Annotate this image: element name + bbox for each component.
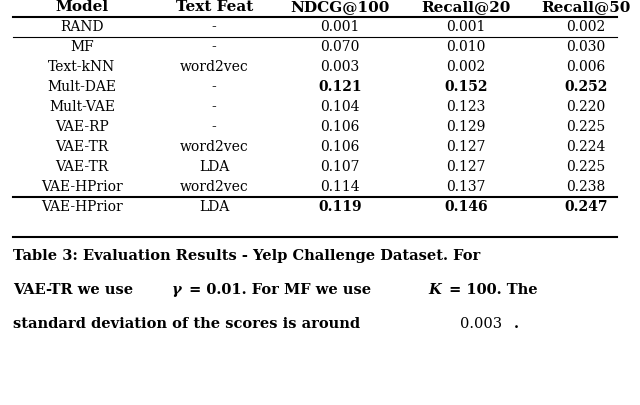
Text: = 0.01. For MF we use: = 0.01. For MF we use <box>184 283 376 297</box>
Text: 0.127: 0.127 <box>447 160 486 174</box>
Text: Table 3: Evaluation Results - Yelp Challenge Dataset. For: Table 3: Evaluation Results - Yelp Chall… <box>13 249 480 263</box>
Text: = 100. The: = 100. The <box>444 283 538 297</box>
Text: 0.030: 0.030 <box>566 40 605 54</box>
Text: NDCG@100: NDCG@100 <box>291 0 390 15</box>
Text: 0.114: 0.114 <box>321 180 360 194</box>
Text: VAE-TR: VAE-TR <box>55 140 109 154</box>
Text: 0.002: 0.002 <box>566 20 605 34</box>
Text: word2vec: word2vec <box>180 60 248 75</box>
Text: γ: γ <box>172 283 181 297</box>
Text: LDA: LDA <box>199 160 229 174</box>
Text: 0.002: 0.002 <box>447 60 486 75</box>
Text: Recall@50: Recall@50 <box>541 0 630 15</box>
Text: 0.247: 0.247 <box>564 200 608 214</box>
Text: -: - <box>212 120 216 134</box>
Text: K: K <box>428 283 441 297</box>
Text: 0.010: 0.010 <box>447 40 486 54</box>
Text: 0.238: 0.238 <box>566 180 605 194</box>
Text: 0.152: 0.152 <box>444 80 488 94</box>
Text: 0.106: 0.106 <box>321 140 360 154</box>
Text: 0.003: 0.003 <box>460 317 502 331</box>
Text: RAND: RAND <box>60 20 104 34</box>
Text: word2vec: word2vec <box>180 140 248 154</box>
Text: Text-kNN: Text-kNN <box>48 60 116 75</box>
Text: 0.001: 0.001 <box>447 20 486 34</box>
Text: 0.121: 0.121 <box>319 80 362 94</box>
Text: 0.127: 0.127 <box>447 140 486 154</box>
Text: 0.119: 0.119 <box>319 200 362 214</box>
Text: Recall@20: Recall@20 <box>422 0 511 15</box>
Text: Mult-VAE: Mult-VAE <box>49 100 115 114</box>
Text: 0.001: 0.001 <box>321 20 360 34</box>
Text: -: - <box>212 20 216 34</box>
Text: 0.070: 0.070 <box>321 40 360 54</box>
Text: 0.003: 0.003 <box>321 60 360 75</box>
Text: .: . <box>513 317 518 331</box>
Text: 0.252: 0.252 <box>564 80 607 94</box>
Text: Mult-DAE: Mult-DAE <box>47 80 116 94</box>
Text: -: - <box>212 80 216 94</box>
Text: 0.123: 0.123 <box>447 100 486 114</box>
Text: 0.146: 0.146 <box>444 200 488 214</box>
Text: 0.006: 0.006 <box>566 60 605 75</box>
Text: VAE-HPrior: VAE-HPrior <box>41 200 123 214</box>
Text: 0.225: 0.225 <box>566 160 605 174</box>
Text: VAE-HPrior: VAE-HPrior <box>41 180 123 194</box>
Text: 0.137: 0.137 <box>447 180 486 194</box>
Text: MF: MF <box>70 40 94 54</box>
Text: -: - <box>212 40 216 54</box>
Text: 0.224: 0.224 <box>566 140 605 154</box>
Text: VAE-TR we use: VAE-TR we use <box>13 283 138 297</box>
Text: -: - <box>212 100 216 114</box>
Text: standard deviation of the scores is around: standard deviation of the scores is arou… <box>13 317 365 331</box>
Text: 0.220: 0.220 <box>566 100 605 114</box>
Text: LDA: LDA <box>199 200 229 214</box>
Text: VAE-RP: VAE-RP <box>55 120 109 134</box>
Text: Model: Model <box>55 0 108 15</box>
Text: 0.107: 0.107 <box>321 160 360 174</box>
Text: Text Feat: Text Feat <box>175 0 253 15</box>
Text: 0.225: 0.225 <box>566 120 605 134</box>
Text: word2vec: word2vec <box>180 180 248 194</box>
Text: 0.129: 0.129 <box>447 120 486 134</box>
Text: 0.106: 0.106 <box>321 120 360 134</box>
Text: VAE-TR: VAE-TR <box>55 160 109 174</box>
Text: 0.104: 0.104 <box>321 100 360 114</box>
